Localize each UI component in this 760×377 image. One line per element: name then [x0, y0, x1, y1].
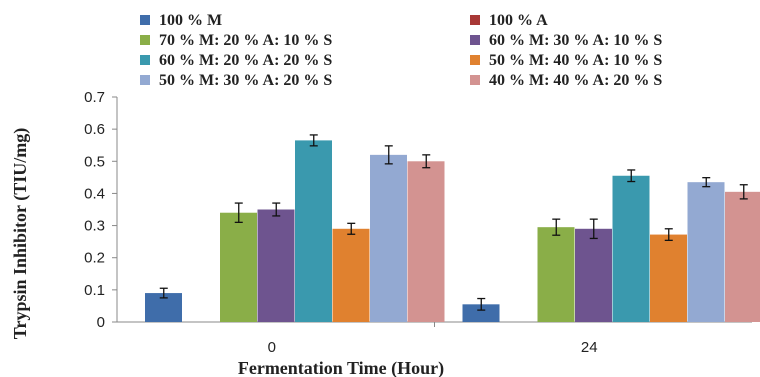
bar-70-m-20-a-10-s-0 — [220, 212, 257, 322]
y-tick-label: 0.3 — [84, 218, 105, 235]
legend-label-50-m-40-a-10-s: 50 % M: 40 % A: 10 % S — [489, 52, 662, 69]
legend-swatch-100-a — [470, 15, 480, 25]
error-bars — [159, 134, 748, 311]
x-tick-label: 0 — [268, 339, 276, 356]
legend-swatch-100-m — [140, 15, 150, 25]
bar-50-m-40-a-10-s-24 — [650, 234, 687, 322]
legend: 100 % M 100 % A 70 % M: 20 % A: 10 % S 60 %… — [140, 12, 662, 89]
legend-label-70-m-20-a-10-s: 70 % M: 20 % A: 10 % S — [159, 32, 332, 49]
bar-50-m-30-a-20-s-24 — [687, 182, 725, 322]
bar-60-m-30-a-10-s-24 — [575, 228, 612, 322]
bar-60-m-20-a-20-s-0 — [295, 140, 332, 322]
y-tick-label: 0.4 — [84, 185, 105, 202]
bar-100-m-24 — [462, 304, 500, 322]
bar-60-m-30-a-10-s-0 — [257, 209, 295, 322]
plot-area: 0 0.1 0.2 0.3 0.4 0.5 0.6 0.7 0 24 — [84, 89, 760, 356]
bars — [145, 140, 760, 322]
legend-swatch-60-m-30-a-10-s — [470, 35, 480, 45]
y-axis-title: Trypsin Inhibitor (TIU/mg) — [10, 128, 31, 339]
bar-50-m-40-a-10-s-0 — [332, 228, 370, 322]
y-tick-label: 0.6 — [84, 121, 105, 138]
legend-label-100-m: 100 % M — [159, 12, 222, 29]
bar-70-m-20-a-10-s-24 — [537, 227, 575, 322]
bar-50-m-30-a-20-s-0 — [370, 154, 407, 322]
legend-label-60-m-20-a-20-s: 60 % M: 20 % A: 20 % S — [159, 52, 332, 69]
legend-label-50-m-30-a-20-s: 50 % M: 30 % A: 20 % S — [159, 72, 332, 89]
legend-label-40-m-40-a-20-s: 40 % M: 40 % A: 20 % S — [489, 72, 662, 89]
y-tick-label: 0.7 — [84, 89, 105, 106]
bar-40-m-40-a-20-s-0 — [407, 161, 445, 322]
legend-swatch-60-m-20-a-20-s — [140, 55, 150, 65]
y-tick-label: 0 — [97, 314, 105, 331]
bar-40-m-40-a-20-s-24 — [725, 191, 760, 322]
x-axis-title: Fermentation Time (Hour) — [238, 358, 444, 377]
y-tick-label: 0.2 — [84, 250, 105, 267]
y-ticks: 0 0.1 0.2 0.3 0.4 0.5 0.6 0.7 — [84, 89, 117, 331]
legend-label-100-a: 100 % A — [489, 12, 548, 29]
legend-swatch-70-m-20-a-10-s — [140, 35, 150, 45]
legend-label-60-m-30-a-10-s: 60 % M: 30 % A: 10 % S — [489, 32, 662, 49]
y-tick-label: 0.5 — [84, 153, 105, 170]
legend-swatch-40-m-40-a-20-s — [470, 75, 480, 85]
legend-swatch-50-m-30-a-20-s — [140, 75, 150, 85]
legend-swatch-50-m-40-a-10-s — [470, 55, 480, 65]
bar-60-m-20-a-20-s-24 — [612, 175, 650, 322]
y-tick-label: 0.1 — [84, 282, 105, 299]
x-ticks: 0 24 — [268, 322, 598, 356]
x-tick-label: 24 — [581, 339, 598, 356]
